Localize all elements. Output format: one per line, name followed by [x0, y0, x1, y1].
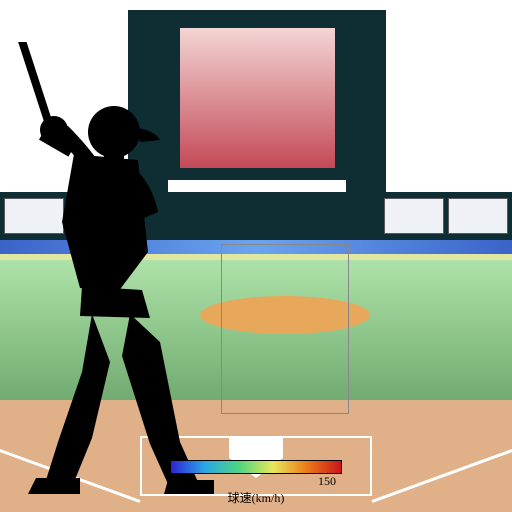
batter-silhouette: [10, 42, 220, 502]
stand-box: [448, 198, 508, 234]
speed-legend: 100 150 球速(km/h): [170, 460, 342, 506]
speed-legend-label: 球速(km/h): [228, 489, 285, 506]
stand-box: [384, 198, 444, 234]
speed-tick-min: 100: [176, 474, 194, 489]
pitch-speed-scene: 100 150 球速(km/h): [0, 0, 512, 512]
speed-legend-bar: [170, 460, 342, 474]
speed-tick-max: 150: [318, 474, 336, 489]
speed-legend-ticks: 100 150: [170, 474, 342, 489]
strike-zone: [221, 244, 349, 414]
